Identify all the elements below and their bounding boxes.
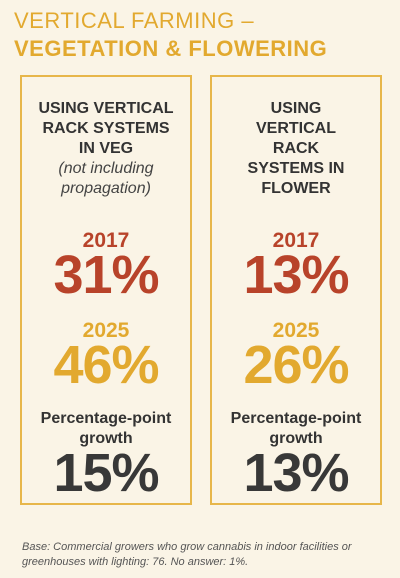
year-label: 2017 bbox=[272, 229, 320, 252]
panel-heading: VERTICAL bbox=[256, 120, 336, 137]
panel: USING VERTICAL RACK SYSTEMS IN VEG (not inc… bbox=[20, 75, 192, 505]
percent-value: 46% bbox=[53, 335, 159, 395]
panel-heading: RACK bbox=[272, 140, 320, 157]
panel-heading: FLOWER bbox=[261, 180, 331, 197]
percent-value: 31% bbox=[53, 245, 159, 305]
percent-value: 26% bbox=[243, 335, 349, 395]
panel-heading: USING VERTICAL bbox=[38, 100, 174, 117]
year-label: 2025 bbox=[272, 319, 320, 342]
footnote: Base: Commercial growers who grow cannab… bbox=[22, 540, 352, 570]
growth-value: 13% bbox=[243, 443, 349, 503]
panel-heading: USING bbox=[270, 100, 322, 117]
panel-heading: SYSTEMS IN bbox=[247, 160, 345, 177]
growth-value: 15% bbox=[53, 443, 159, 503]
footnote-line: greenhouses with lighting: 76. No answer… bbox=[22, 556, 249, 568]
year-label: 2025 bbox=[82, 319, 130, 342]
growth-label: growth bbox=[269, 430, 323, 447]
panel-heading: RACK SYSTEMS bbox=[42, 120, 170, 137]
panel-note: propagation) bbox=[61, 180, 151, 197]
growth-label: Percentage-point bbox=[40, 410, 172, 427]
percent-value: 13% bbox=[243, 245, 349, 305]
year-label: 2017 bbox=[82, 229, 130, 252]
growth-label: Percentage-point bbox=[230, 410, 362, 427]
panel-heading: IN VEG bbox=[78, 140, 134, 157]
panel-note: (not including bbox=[58, 160, 154, 177]
title-line: VERTICAL FARMING – bbox=[14, 8, 255, 33]
title-line: VEGETATION & FLOWERING bbox=[14, 36, 328, 61]
growth-label: growth bbox=[79, 430, 133, 447]
footnote-line: Base: Commercial growers who grow cannab… bbox=[22, 541, 352, 553]
panel: USING VERTICAL RACK SYSTEMS IN FLOWER 2017 13%… bbox=[210, 75, 382, 505]
